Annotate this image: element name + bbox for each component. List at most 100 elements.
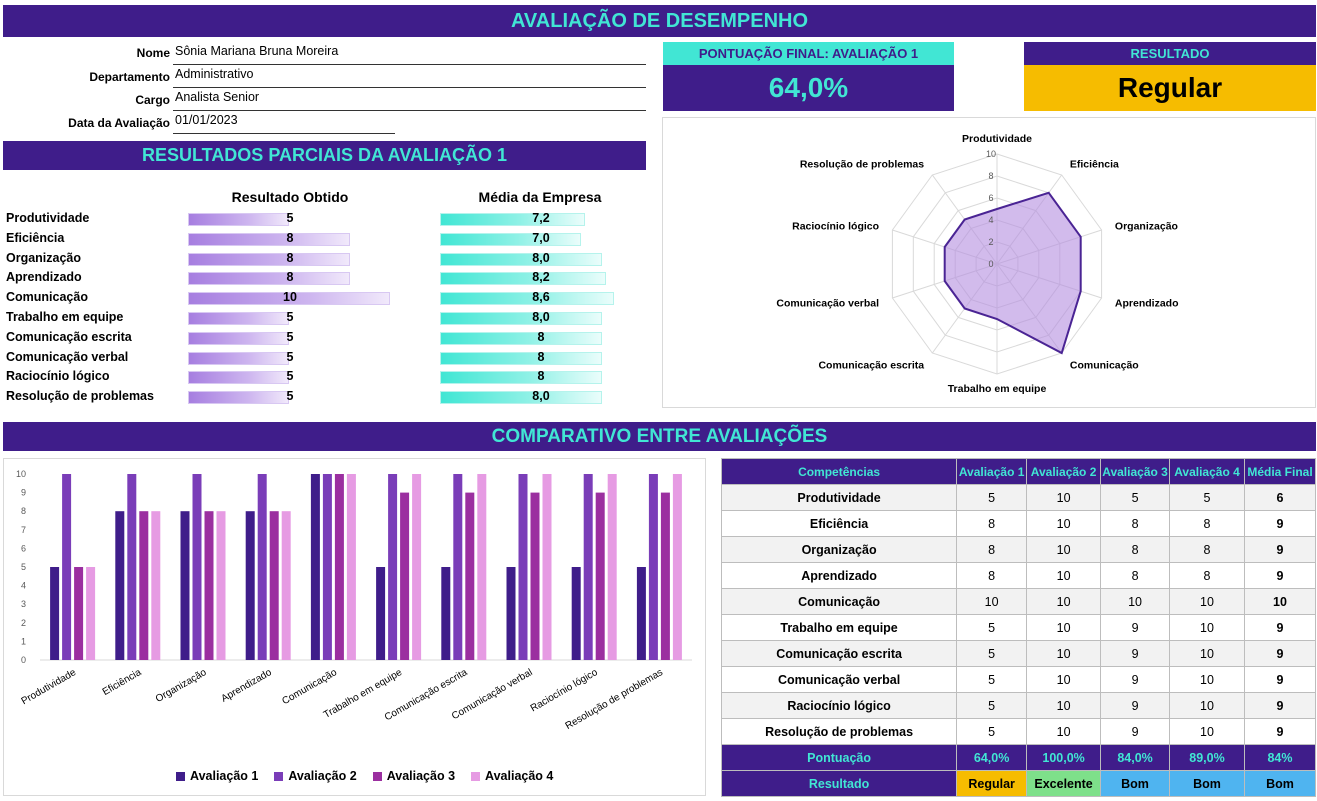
partial-row-label-trabalho-em-equipe: Trabalho em equipe	[6, 310, 124, 324]
obtained-column-header: Resultado Obtido	[231, 189, 349, 205]
bar-y-tick-label: 7	[21, 525, 26, 535]
radar-series-area	[943, 191, 1082, 355]
page-title: AVALIAÇÃO DE DESEMPENHO	[510, 10, 809, 32]
result-cell-4: Bom	[1169, 770, 1245, 797]
bar-avaliacao-3-resolucao-de-problemas	[660, 492, 670, 660]
score-cell-1: 64,0%	[956, 744, 1028, 771]
bar-avaliacao-3-raciocinio-logico	[595, 492, 605, 660]
evaluation-1-cell: 8	[956, 536, 1028, 563]
radar-category-label-produtividade: Produtividade	[962, 133, 1032, 145]
bar-avaliacao-2-comunicacao	[322, 474, 332, 660]
bar-avaliacao-2-trabalho-em-equipe	[388, 474, 398, 660]
legend-swatch-evaluation-4	[471, 771, 481, 781]
company-bar-produtividade	[440, 213, 586, 226]
competency-cell: Resolução de problemas	[720, 718, 958, 745]
bar-category-label-aprendizado: Aprendizado	[220, 667, 275, 705]
bar-category-label-eficiencia: Eficiência	[101, 667, 144, 698]
result-value: Regular	[1024, 65, 1316, 111]
final-average-cell: 9	[1244, 692, 1316, 719]
bar-avaliacao-4-produtividade	[86, 567, 96, 660]
bar-avaliacao-2-organizacao	[192, 474, 202, 660]
legend-item-evaluation-2: Avaliação 2	[274, 769, 357, 783]
header-evaluation-4: Avaliação 4	[1169, 458, 1245, 485]
evaluation-3-cell: 9	[1100, 640, 1170, 667]
bar-avaliacao-2-raciocinio-logico	[583, 474, 593, 660]
bar-avaliacao-2-comunicacao-verbal	[518, 474, 528, 660]
bar-avaliacao-1-aprendizado	[245, 511, 255, 660]
table-row: Comunicação verbal 5 10 9 10 9	[720, 666, 1316, 693]
radar-chart: 0 2 4 6 8 10 Produtividade Eficiência Organizaçã…	[776, 133, 1178, 395]
bar-y-tick-label: 10	[16, 469, 26, 479]
bar-y-tick-label: 2	[21, 618, 26, 628]
obtained-bar-eficiencia	[188, 232, 350, 246]
evaluation-1-cell: 5	[956, 718, 1028, 745]
radar-tick-label: 10	[986, 149, 996, 159]
bar-avaliacao-1-produtividade	[50, 567, 60, 660]
comparison-table-wrapper: Competências Avaliação 1 Avaliação 2 Ava…	[720, 458, 1317, 797]
company-value-trabalho-em-equipe: 8,0	[532, 310, 550, 324]
obtained-bar-comunicacao	[188, 292, 390, 306]
partial-results-banner: RESULTADOS PARCIAIS DA AVALIAÇÃO 1	[3, 141, 646, 170]
bar-avaliacao-2-resolucao-de-problemas	[648, 474, 658, 660]
evaluation-date-label: Data da Avaliação	[68, 116, 170, 130]
partial-row-label-raciocinio-logico: Raciocínio lógico	[6, 369, 110, 384]
evaluation-2-cell: 10	[1026, 692, 1102, 719]
score-cell-3: 84,0%	[1100, 744, 1170, 771]
bar-avaliacao-4-comunicacao-escrita	[477, 474, 487, 660]
comparison-table: Competências Avaliação 1 Avaliação 2 Ava…	[720, 458, 1316, 797]
legend-label-evaluation-3: Avaliação 3	[386, 769, 456, 783]
evaluation-1-cell: 5	[956, 692, 1028, 719]
evaluation-1-cell: 5	[956, 484, 1028, 511]
obtained-value-comunicacao-verbal: 5	[286, 349, 294, 364]
bar-avaliacao-3-comunicacao-escrita	[465, 492, 475, 660]
legend-swatch-evaluation-1	[176, 771, 185, 781]
evaluation-3-cell: 8	[1100, 510, 1170, 537]
bar-avaliacao-2-comunicacao-escrita	[453, 474, 463, 660]
partial-row-label-produtividade: Produtividade	[6, 211, 90, 225]
obtained-value-trabalho-em-equipe: 5	[286, 310, 294, 324]
comparison-banner: COMPARATIVO ENTRE AVALIAÇÕES	[3, 422, 1316, 451]
obtained-value-aprendizado: 8	[286, 270, 294, 285]
bar-y-tick-label: 3	[21, 599, 26, 609]
partial-row-label-organizacao: Organização	[6, 250, 82, 265]
radar-category-label-trabalho-em-equipe: Trabalho em equipe	[948, 383, 1047, 395]
bar-avaliacao-3-produtividade	[74, 567, 84, 660]
legend-swatch-evaluation-2	[274, 771, 284, 781]
company-bar-eficiencia	[440, 232, 582, 246]
bar-y-tick-label: 1	[21, 636, 26, 646]
bar-avaliacao-4-resolucao-de-problemas	[672, 474, 682, 660]
evaluation-3-cell: 9	[1100, 666, 1170, 693]
score-label-cell: Pontuação	[720, 744, 958, 771]
competency-cell: Organização	[720, 536, 958, 563]
bar-avaliacao-2-aprendizado	[257, 474, 267, 660]
partial-row-label-aprendizado: Aprendizado	[6, 270, 82, 285]
result-row: Resultado Regular Excelente Bom Bom Bom	[720, 770, 1316, 797]
company-value-aprendizado: 8,2	[532, 270, 550, 285]
bar-avaliacao-3-comunicacao-verbal	[530, 492, 540, 660]
bar-chart-panel: 0 1 2 3 4 5 6 7 8 9 10 Produtividade Eficiência Organ…	[3, 458, 706, 796]
radar-category-label-raciocinio-logico: Raciocínio lógico	[792, 221, 879, 233]
bar-avaliacao-4-eficiencia	[151, 511, 161, 660]
obtained-bar-aprendizado	[188, 272, 350, 286]
bar-avaliacao-4-aprendizado	[281, 511, 291, 660]
bar-avaliacao-1-comunicacao	[310, 474, 320, 660]
final-average-cell: 9	[1244, 614, 1316, 641]
table-row: Resolução de problemas 5 10 9 10 9	[720, 718, 1316, 745]
legend-item-evaluation-4: Avaliação 4	[471, 769, 553, 783]
comparison-title: COMPARATIVO ENTRE AVALIAÇÕES	[491, 426, 828, 447]
obtained-value-eficiencia: 8	[286, 230, 294, 245]
company-bar-comunicacao-escrita	[440, 331, 602, 345]
legend-label-evaluation-2: Avaliação 2	[288, 769, 357, 783]
obtained-bar-raciocinio-logico	[188, 371, 289, 385]
radar-category-label-eficiencia: Eficiência	[1070, 159, 1119, 171]
final-score-value: 64,0%	[768, 72, 849, 103]
bar-avaliacao-4-organizacao	[216, 511, 226, 660]
department-value: Administrativo	[173, 67, 646, 88]
final-average-cell: 9	[1244, 536, 1316, 563]
obtained-value-comunicacao: 10	[283, 290, 297, 305]
obtained-bar-organizacao	[188, 252, 350, 266]
evaluation-3-cell: 9	[1100, 692, 1170, 719]
final-average-cell: 9	[1244, 510, 1316, 537]
competency-cell: Comunicação	[720, 588, 958, 615]
obtained-value-organizacao: 8	[286, 250, 294, 265]
